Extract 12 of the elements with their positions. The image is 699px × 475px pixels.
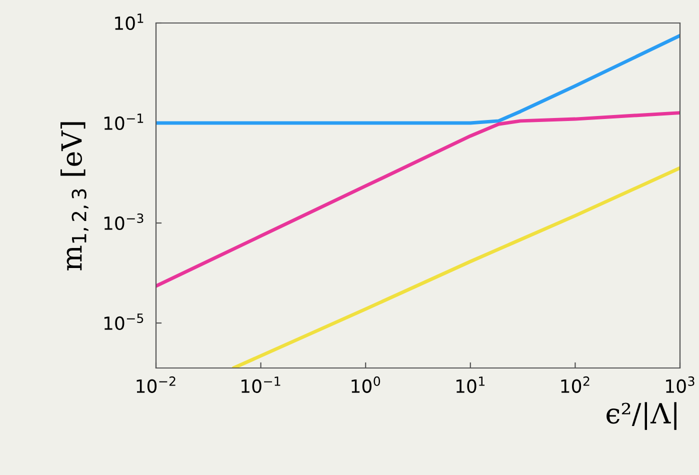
x-tick-label: 10$^{3}$	[666, 376, 694, 393]
x-axis-title: ϵ²/|Λ|	[606, 402, 676, 430]
x-tick-label: 10$^{0}$	[352, 376, 380, 393]
x-tick-label: 10$^{2}$	[561, 376, 590, 393]
x-tick-label: 10$^{−2}$	[136, 376, 176, 393]
y-tick-label: 10$^{−3}$	[104, 213, 144, 230]
x-tick-label: 10$^{−1}$	[242, 376, 280, 393]
y-tick-label: 10$^{1}$	[115, 14, 144, 30]
y-tick-label: 10$^{−5}$	[104, 314, 144, 330]
y-axis-title: m$_{1,2,3}$ [eV]	[60, 122, 88, 270]
x-tick-label: 10$^{1}$	[456, 376, 485, 393]
y-tick-label: 10$^{−1}$	[104, 114, 144, 130]
